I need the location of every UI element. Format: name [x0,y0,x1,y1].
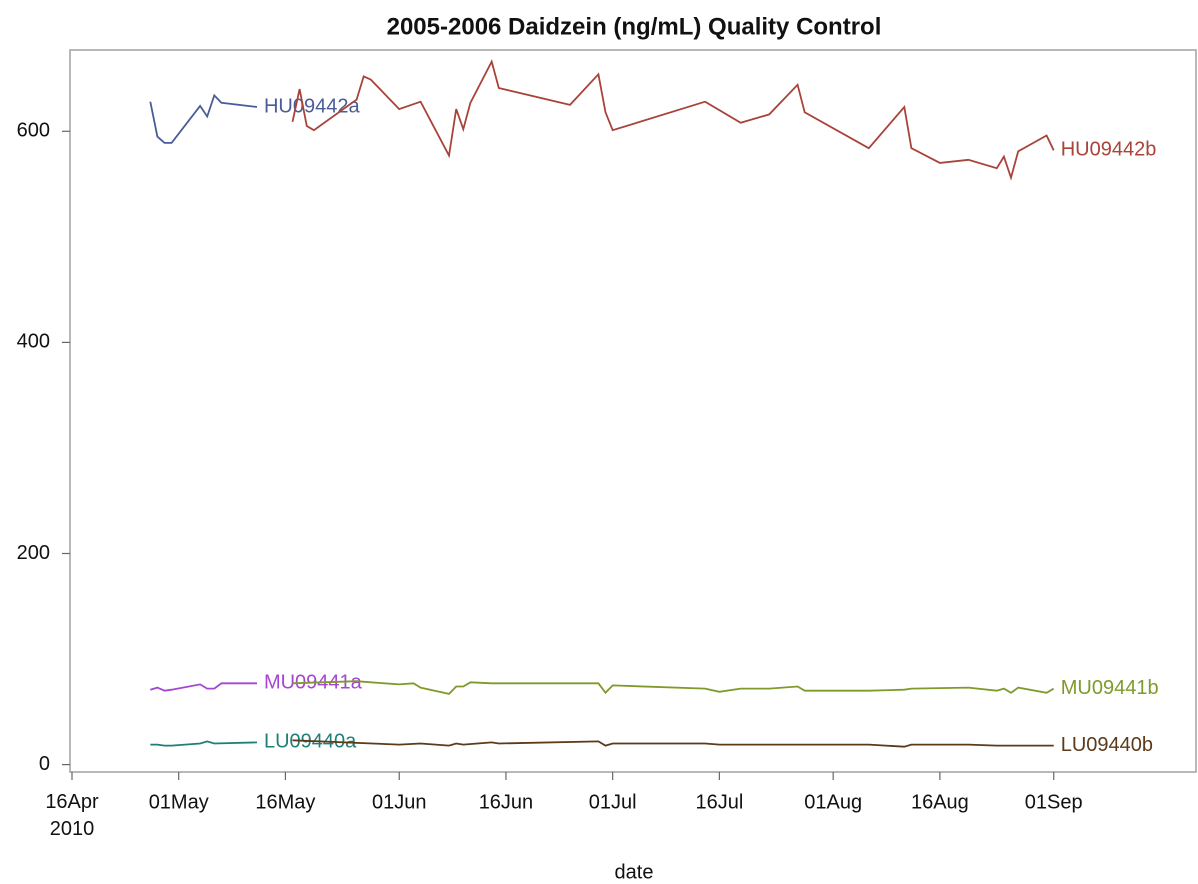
series-line [150,682,257,692]
x-tick-label: 16May [255,791,315,813]
x-tick-label: 01Jul [589,791,637,813]
plot-frame [69,49,1197,773]
y-tick-label: 400 [17,331,50,353]
series-line [149,93,258,144]
y-tick-label: 600 [17,120,50,142]
series-label: HU09442a [264,95,361,117]
series-label: LU09440b [1061,734,1153,756]
y-tick-label: 0 [39,753,50,775]
x-tick-label: 01Aug [804,791,862,813]
series-label: MU09441b [1061,677,1159,699]
x-axis-label: date [615,861,654,883]
x-tick-label: 16Apr 2010 [45,791,99,840]
x-tick-label: 16Jun [479,791,534,813]
series-label: HU09442b [1061,139,1157,161]
series-line [292,739,1054,748]
x-tick-label: 16Aug [911,791,969,813]
x-tick-label: 01May [149,791,209,813]
series-line [292,680,1055,695]
series-line [150,740,258,747]
series-line [291,59,1055,181]
x-tick-label: 01Sep [1025,791,1083,813]
y-tick-label: 200 [17,542,50,564]
chart-title: 2005-2006 Daidzein (ng/mL) Quality Contr… [387,13,882,40]
x-tick-label: 16Jul [695,791,743,813]
x-tick-label: 01Jun [372,791,427,813]
